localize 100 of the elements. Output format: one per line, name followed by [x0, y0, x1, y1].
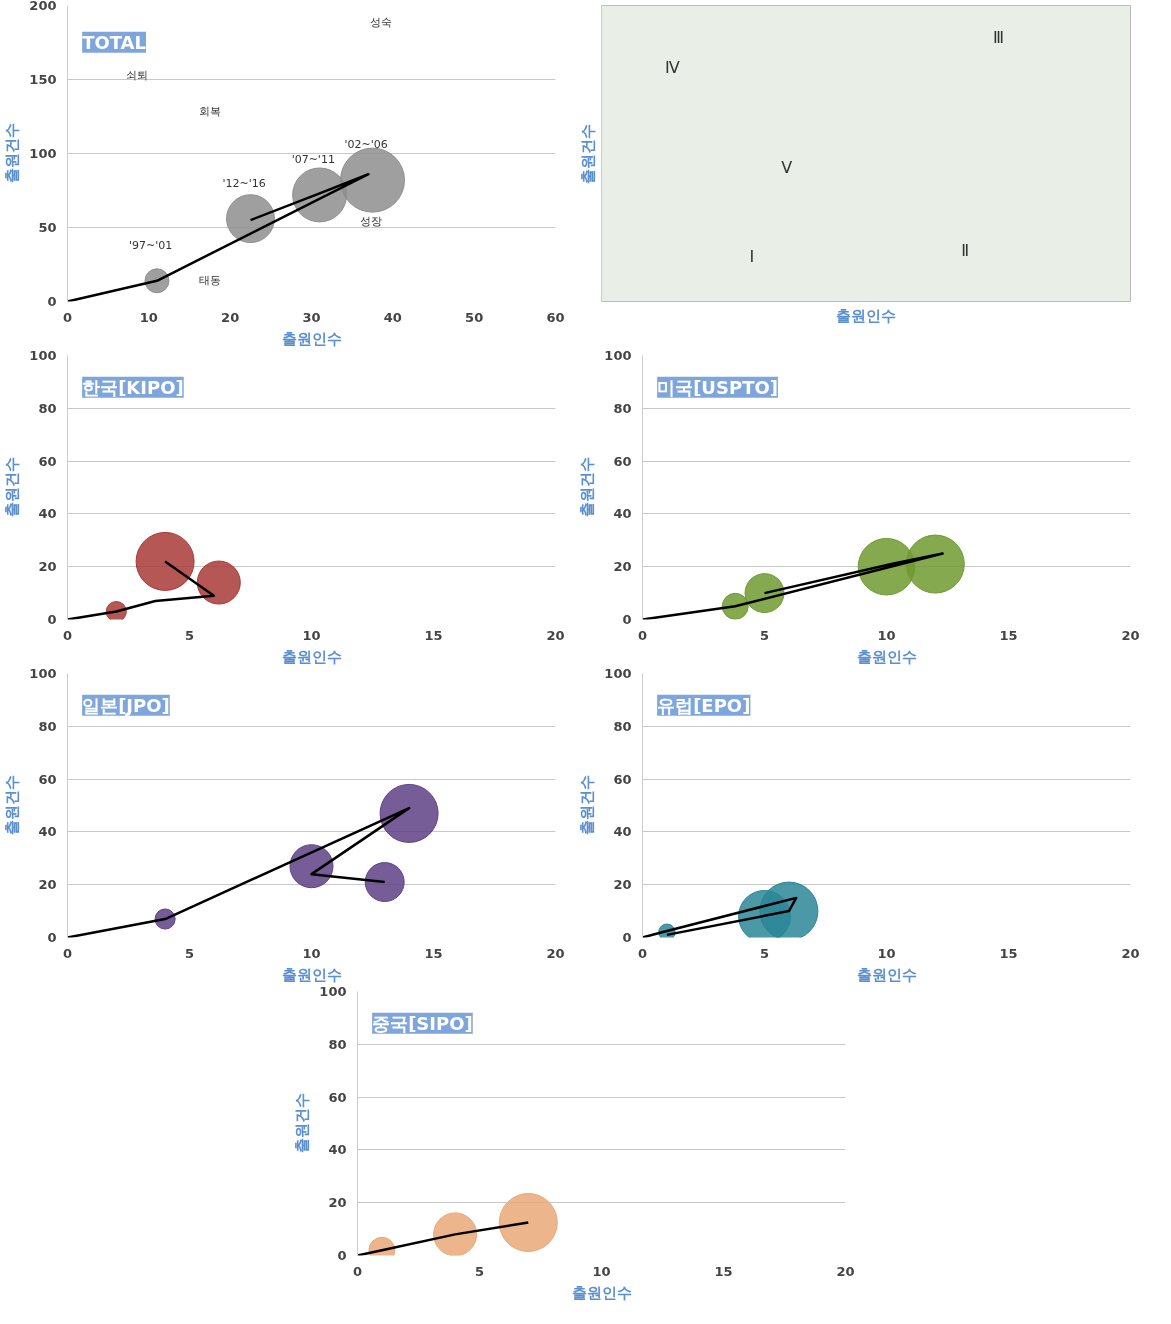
- annotation: '97~'01: [128, 238, 173, 252]
- x-tick-label: 20: [836, 1263, 855, 1279]
- x-tick-label: 10: [877, 627, 896, 643]
- x-tick-label: 0: [62, 627, 73, 643]
- x-tick-label: 10: [877, 945, 896, 961]
- text: 일본[JPO]: [82, 694, 170, 716]
- y-axis-title: 출원건수: [3, 775, 22, 836]
- y-tick-label: 0: [47, 930, 57, 945]
- y-tick-label: 0: [622, 930, 632, 945]
- y-tick-label: 20: [38, 559, 57, 575]
- x-tick-label: 0: [62, 945, 73, 961]
- y-tick-label: 150: [29, 72, 57, 87]
- x-tick-label: 20: [546, 945, 565, 961]
- y-tick-label: 20: [38, 877, 57, 893]
- text: 한국[KIPO]: [82, 376, 184, 398]
- x-tick-label: 10: [592, 1263, 611, 1279]
- x-axis-title: 출원인수: [571, 1283, 632, 1302]
- annotation: 쇠퇴: [126, 69, 149, 83]
- x-tick-label: 0: [62, 309, 73, 325]
- annotation: 회복: [199, 104, 222, 118]
- y-tick-label: 0: [47, 294, 57, 309]
- y-tick-label: 60: [38, 453, 57, 469]
- y-tick-label: 0: [622, 612, 632, 627]
- annotation: '12~'16: [222, 176, 266, 190]
- x-tick-label: 50: [465, 309, 484, 325]
- y-tick-label: 80: [613, 718, 632, 734]
- text: 중국[SIPO]: [372, 1012, 473, 1034]
- x-tick-label: 10: [302, 945, 321, 961]
- y-tick-label: 80: [328, 1036, 347, 1052]
- x-tick-label: 5: [759, 627, 770, 643]
- x-tick-label: 10: [302, 627, 321, 643]
- y-tick-label: 20: [613, 559, 632, 575]
- x-axis-title: 출원인수: [856, 647, 917, 666]
- x-tick-label: 5: [759, 945, 770, 961]
- text: 출원인수: [836, 306, 896, 325]
- x-tick-label: 30: [302, 309, 321, 325]
- text: Ⅴ: [781, 158, 793, 178]
- y-tick-label: 60: [328, 1089, 347, 1105]
- x-tick-label: 20: [1121, 945, 1140, 961]
- x-axis-title: 출원인수: [856, 965, 917, 984]
- y-axis-title: 출원건수: [578, 457, 597, 518]
- x-tick-label: 15: [424, 945, 443, 961]
- annotation: '02~'06: [344, 138, 388, 152]
- y-axis-title: 출원건수: [3, 457, 22, 518]
- y-tick-label: 100: [29, 666, 57, 681]
- y-tick-label: 100: [29, 146, 57, 161]
- y-tick-label: 0: [47, 612, 57, 627]
- y-tick-label: 40: [328, 1142, 347, 1158]
- y-tick-label: 50: [38, 220, 57, 235]
- x-tick-label: 0: [637, 627, 648, 643]
- annotation: 태동: [199, 273, 222, 287]
- x-tick-label: 20: [546, 627, 565, 643]
- y-tick-label: 80: [38, 400, 57, 416]
- x-tick-label: 15: [999, 945, 1018, 961]
- x-tick-label: 15: [714, 1263, 733, 1279]
- y-tick-label: 0: [337, 1248, 347, 1263]
- text: 출원건수: [578, 123, 597, 184]
- x-tick-label: 15: [424, 627, 443, 643]
- y-tick-label: 20: [328, 1195, 347, 1211]
- y-axis-title: 출원건수: [293, 1093, 312, 1154]
- x-tick-label: 20: [1121, 627, 1140, 643]
- y-tick-label: 100: [29, 348, 57, 363]
- annotation: 성장: [360, 214, 383, 228]
- y-axis-title: 출원건수: [578, 775, 597, 836]
- y-tick-label: 20: [613, 877, 632, 893]
- x-tick-label: 5: [184, 945, 195, 961]
- text: 유럽[EPO]: [657, 694, 751, 716]
- y-tick-label: 40: [613, 824, 632, 840]
- x-tick-label: 20: [221, 309, 240, 325]
- x-axis-title: 출원인수: [281, 647, 342, 666]
- x-tick-label: 5: [474, 1263, 485, 1279]
- text: Ⅳ: [664, 57, 680, 77]
- y-tick-label: 100: [604, 348, 632, 363]
- y-tick-label: 200: [29, 0, 57, 13]
- x-tick-label: 0: [637, 945, 648, 961]
- text: Ⅲ: [992, 27, 1004, 47]
- annotation: 성숙: [370, 16, 393, 30]
- y-tick-label: 40: [38, 824, 57, 840]
- x-axis-title: 출원인수: [281, 329, 342, 348]
- y-tick-label: 40: [38, 506, 57, 522]
- y-tick-label: 80: [38, 718, 57, 734]
- x-tick-label: 40: [383, 309, 402, 325]
- text: TOTAL: [82, 31, 147, 53]
- text: Ⅰ: [749, 246, 755, 266]
- y-tick-label: 100: [319, 984, 347, 999]
- y-tick-label: 40: [613, 506, 632, 522]
- y-tick-label: 100: [604, 666, 632, 681]
- y-tick-label: 80: [613, 400, 632, 416]
- x-tick-label: 0: [352, 1263, 363, 1279]
- text: 미국[USPTO]: [657, 376, 778, 398]
- x-tick-label: 60: [546, 309, 565, 325]
- annotation: '07~'11: [291, 153, 335, 167]
- y-tick-label: 60: [613, 453, 632, 469]
- x-tick-label: 5: [184, 627, 195, 643]
- x-tick-label: 15: [999, 627, 1018, 643]
- text: Ⅱ: [961, 241, 970, 261]
- y-tick-label: 60: [38, 771, 57, 787]
- x-tick-label: 10: [139, 309, 158, 325]
- y-tick-label: 60: [613, 771, 632, 787]
- x-axis-title: 출원인수: [281, 965, 342, 984]
